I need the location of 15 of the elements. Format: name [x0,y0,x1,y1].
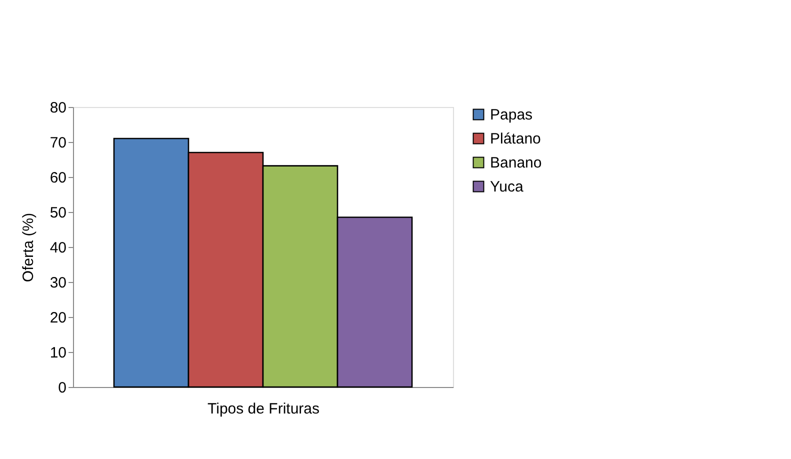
legend-label: Yuca [490,178,524,196]
y-tick-label: 40 [50,240,66,256]
legend-label: Papas [490,106,533,124]
y-axis-title: Oferta (%) [20,212,37,282]
y-tick-label: 0 [58,380,66,396]
y-tick-label: 10 [50,344,66,362]
x-axis-title: Tipos de Frituras [208,400,320,418]
y-tick-label: 80 [50,100,66,116]
y-tick-label: 60 [50,170,66,186]
y-tick-label: 20 [50,310,66,326]
y-tick-label: 50 [50,204,66,222]
y-tick-label: 70 [50,134,66,152]
y-tick-label: 30 [50,274,66,292]
legend-label: Banano [490,154,542,172]
legend-label: Plátano [490,130,541,148]
